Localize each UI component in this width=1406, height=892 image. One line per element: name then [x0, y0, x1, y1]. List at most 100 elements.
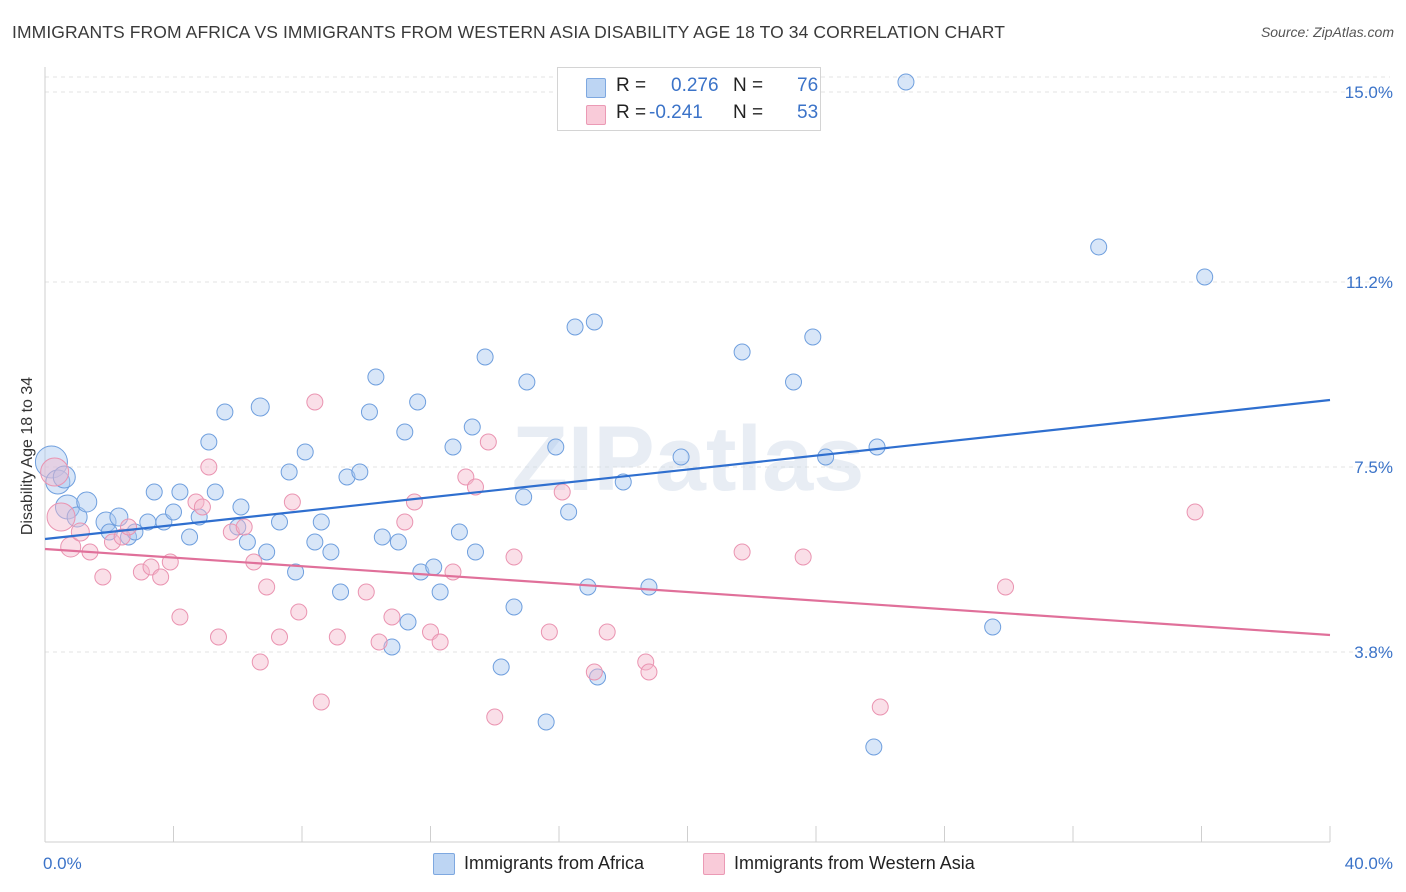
point-africa	[450, 523, 468, 541]
point-africa	[412, 563, 430, 581]
point-africa	[373, 528, 391, 546]
point-africa	[396, 423, 414, 441]
point-africa	[280, 463, 298, 481]
point-western-asia	[46, 502, 76, 532]
point-africa	[560, 503, 578, 521]
point-africa	[52, 465, 76, 489]
y-tick-label: 7.5%	[1354, 458, 1393, 477]
point-western-asia	[640, 663, 658, 681]
point-africa	[897, 73, 915, 91]
point-africa	[76, 491, 98, 513]
point-africa	[868, 438, 886, 456]
point-africa	[425, 558, 443, 576]
legend-n-label: N =	[733, 102, 764, 123]
point-africa	[476, 348, 494, 366]
point-western-asia	[40, 457, 70, 487]
correlation-legend: R = 0.276 N = 76 R = -0.241 N = 53	[557, 67, 821, 131]
point-western-asia	[585, 663, 603, 681]
point-western-asia	[132, 563, 150, 581]
point-western-asia	[120, 518, 138, 536]
point-western-asia	[383, 608, 401, 626]
legend-n-label: N =	[733, 75, 764, 96]
point-africa	[383, 638, 401, 656]
point-western-asia	[540, 623, 558, 641]
legend-r-label: R =	[616, 102, 647, 123]
trend-line-western-asia	[44, 547, 1331, 637]
point-africa	[171, 483, 189, 501]
axes	[44, 67, 1331, 843]
bottom-legend-label-africa: Immigrants from Africa	[464, 853, 645, 873]
point-africa	[181, 528, 199, 546]
legend-r-value: -0.241	[649, 102, 703, 123]
point-africa	[1196, 268, 1214, 286]
point-africa	[547, 438, 565, 456]
point-western-asia	[357, 583, 375, 601]
point-africa	[614, 473, 632, 491]
point-africa	[515, 488, 533, 506]
point-africa	[505, 598, 523, 616]
point-western-asia	[283, 493, 301, 511]
point-africa	[312, 513, 330, 531]
legend-n-value: 76	[797, 75, 819, 96]
point-western-asia	[505, 548, 523, 566]
point-africa	[360, 403, 378, 421]
point-western-asia	[479, 433, 497, 451]
y-tick-label: 3.8%	[1354, 643, 1393, 662]
point-western-asia	[370, 633, 388, 651]
point-western-asia	[200, 458, 218, 476]
point-western-asia	[152, 568, 170, 586]
x-tick-label: 0.0%	[43, 854, 82, 873]
point-western-asia	[312, 693, 330, 711]
point-africa	[463, 418, 481, 436]
point-africa	[258, 543, 276, 561]
point-africa	[66, 506, 88, 528]
point-africa	[200, 433, 218, 451]
point-africa	[232, 498, 250, 516]
point-western-asia	[553, 483, 571, 501]
y-tick-label: 15.0%	[1345, 83, 1393, 102]
legend-r-label: R =	[616, 75, 647, 96]
point-africa	[640, 578, 658, 596]
point-western-asia	[794, 548, 812, 566]
bottom-legend-label-western-asia: Immigrants from Western Asia	[734, 853, 975, 873]
point-africa	[785, 373, 803, 391]
legend-r-value: 0.276	[671, 75, 719, 96]
chart-title: IMMIGRANTS FROM AFRICA VS IMMIGRANTS FRO…	[12, 22, 1006, 42]
point-africa	[984, 618, 1002, 636]
point-africa	[817, 448, 835, 466]
point-africa	[518, 373, 536, 391]
y-tick-label: 11.2%	[1346, 273, 1393, 292]
legend-n-value: 53	[797, 102, 819, 123]
point-africa	[296, 443, 314, 461]
point-western-asia	[733, 543, 751, 561]
point-africa	[1090, 238, 1108, 256]
point-africa	[271, 513, 289, 531]
point-western-asia	[1186, 503, 1204, 521]
point-western-asia	[113, 528, 131, 546]
tick-labels: 3.8% 7.5% 11.2% 15.0% 0.0% 40.0%	[43, 83, 1393, 873]
source-label: Source: ZipAtlas.com	[1260, 24, 1394, 40]
point-western-asia	[94, 568, 112, 586]
point-africa	[216, 403, 234, 421]
point-western-asia	[997, 578, 1015, 596]
point-western-asia	[70, 522, 90, 542]
point-africa	[537, 713, 555, 731]
bottom-legend-swatch-western-asia	[703, 853, 725, 875]
point-africa	[431, 583, 449, 601]
point-western-asia	[251, 653, 269, 671]
point-western-asia	[306, 393, 324, 411]
trend-line-africa	[44, 398, 1331, 541]
point-africa	[804, 328, 822, 346]
point-africa	[250, 397, 270, 417]
point-western-asia	[258, 578, 276, 596]
point-western-asia	[209, 628, 227, 646]
point-africa	[145, 483, 163, 501]
series-africa	[34, 73, 1214, 756]
point-africa	[444, 438, 462, 456]
point-africa	[306, 533, 324, 551]
point-africa	[322, 543, 340, 561]
point-western-asia	[637, 653, 655, 671]
point-western-asia	[103, 533, 121, 551]
point-western-asia	[598, 623, 616, 641]
